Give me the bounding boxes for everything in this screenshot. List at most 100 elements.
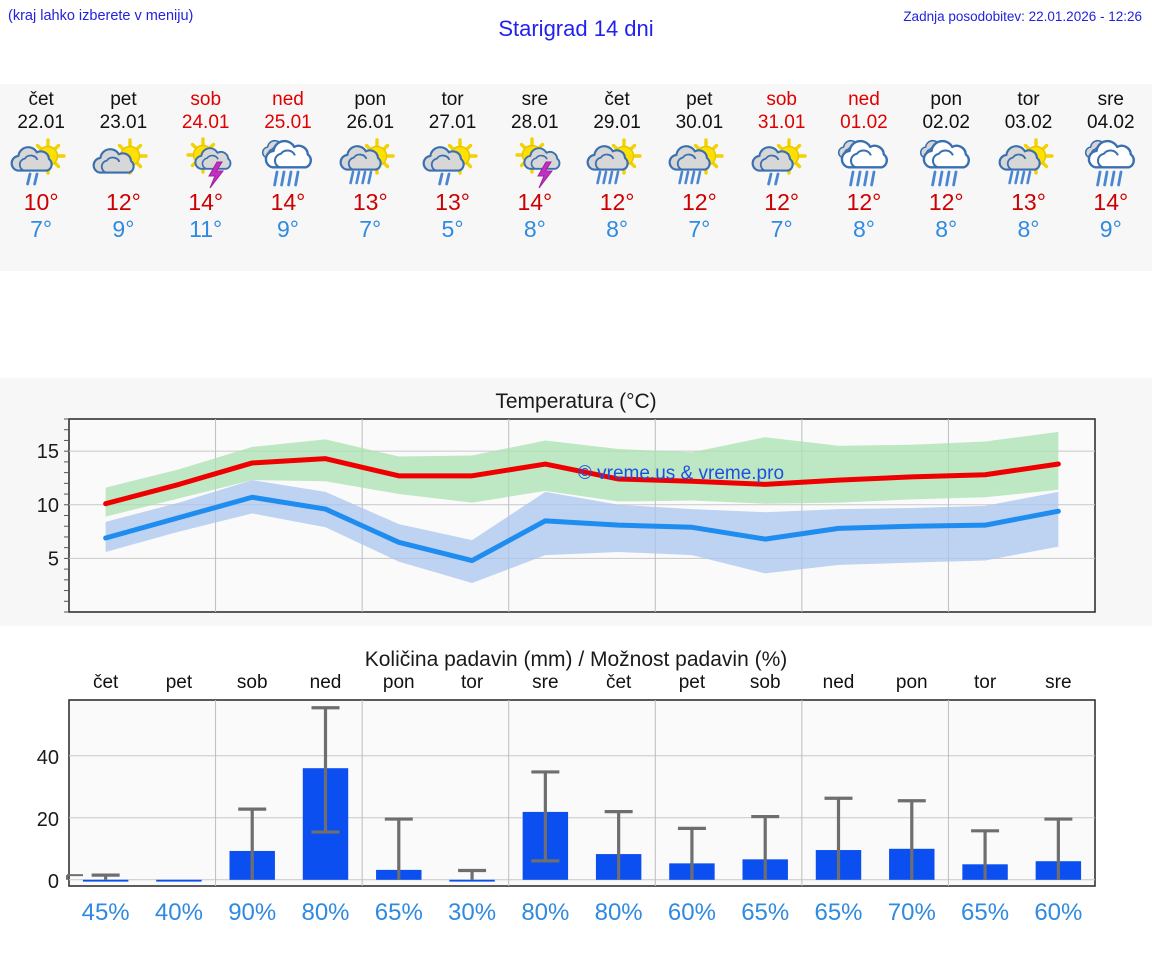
forecast-day-column[interactable]: ned 01.02 12° 8°	[823, 84, 905, 271]
day-min-temp: 7°	[30, 216, 53, 242]
precip-day-label: pet	[166, 672, 193, 693]
precip-probability-label: 30%	[448, 899, 496, 926]
day-min-temp: 8°	[606, 216, 629, 242]
watermark-text: © vreme.us & vreme.pro	[578, 463, 784, 484]
temperature-chart: 5 10 15 © vreme.us & vreme.pro	[37, 418, 1096, 613]
sun-cloud-light-rain-icon	[749, 136, 815, 188]
day-date-label: 04.02	[1087, 112, 1135, 133]
day-min-temp: 8°	[935, 216, 958, 242]
day-date-label: 02.02	[922, 112, 970, 133]
precip-probability-label: 65%	[375, 899, 423, 926]
day-min-temp: 11°	[189, 216, 223, 242]
day-of-week-label: pet	[686, 89, 713, 110]
day-max-temp: 12°	[106, 189, 141, 215]
day-date-label: 26.01	[346, 112, 395, 133]
precip-day-label: ned	[823, 672, 855, 693]
forecast-day-column[interactable]: sre 28.01 14° 8°	[494, 84, 576, 271]
cloud-heavy-rain-icon	[255, 136, 321, 188]
forecast-day-column[interactable]: pon 26.01 13° 7°	[329, 84, 411, 271]
forecast-day-column[interactable]: sob 31.01 12° 7°	[741, 84, 823, 271]
precip-probability-label: 70%	[888, 899, 936, 926]
svg-text:40: 40	[37, 747, 59, 769]
day-date-label: 22.01	[17, 112, 65, 133]
temperature-chart-title: Temperatura (°C)	[495, 390, 657, 413]
day-min-temp: 7°	[688, 216, 711, 242]
day-max-temp: 13°	[1011, 189, 1046, 215]
day-max-temp: 14°	[517, 189, 553, 215]
precip-day-label: sre	[532, 672, 558, 693]
day-max-temp: 12°	[682, 189, 717, 215]
forecast-day-column[interactable]: tor 27.01 13° 5°	[411, 84, 493, 271]
day-min-temp: 8°	[523, 216, 546, 242]
day-max-temp: 14°	[270, 189, 306, 215]
day-of-week-label: pon	[354, 89, 387, 110]
precip-probability-label: 80%	[301, 899, 349, 926]
day-date-label: 27.01	[428, 112, 477, 133]
day-of-week-label: sre	[1097, 89, 1124, 110]
page-header: (kraj lahko izberete v meniju) Starigrad…	[0, 0, 1152, 62]
day-date-label: 25.01	[264, 112, 312, 133]
precipitation-chart-title: Količina padavin (mm) / Možnost padavin …	[364, 648, 788, 671]
precip-probability-label: 90%	[228, 899, 276, 926]
precip-probability-label: 45%	[82, 899, 130, 926]
day-min-temp: 8°	[852, 216, 875, 242]
day-date-label: 03.02	[1004, 112, 1053, 133]
precip-bar	[156, 879, 202, 882]
day-min-temp: 9°	[276, 216, 299, 242]
forecast-day-column[interactable]: tor 03.02 13° 8°	[987, 84, 1069, 271]
sun-cloud-rain-icon	[584, 136, 650, 188]
forecast-day-column[interactable]: sre 04.02 14° 9°	[1070, 84, 1152, 271]
precip-bar	[82, 879, 129, 882]
day-max-temp: 14°	[188, 189, 224, 215]
day-date-label: 23.01	[99, 112, 148, 133]
day-date-label: 31.01	[757, 112, 806, 133]
sun-cloud-thunder-icon	[502, 136, 568, 188]
day-of-week-label: sob	[190, 89, 222, 110]
forecast-day-column[interactable]: pet 23.01 12° 9°	[82, 84, 164, 271]
forecast-day-column[interactable]: pet 30.01 12° 7°	[658, 84, 740, 271]
precip-day-label: sob	[237, 672, 268, 693]
day-date-label: 24.01	[181, 112, 230, 133]
sun-cloud-light-rain-icon	[420, 136, 486, 188]
day-of-week-label: pet	[110, 89, 137, 110]
precip-probability-label: 65%	[961, 899, 1009, 926]
day-max-temp: 12°	[846, 189, 882, 215]
sun-cloud-light-rain-icon	[8, 136, 74, 188]
daily-forecast-strip: čet 22.01 10° 7° pet 23.01 12° 9° sob 24.01 14° 11°…	[0, 84, 1152, 271]
menu-hint-text: (kraj lahko izberete v meniju)	[8, 8, 194, 24]
precip-probability-label: 60%	[1034, 899, 1082, 926]
precip-day-label: čet	[606, 672, 632, 693]
day-max-temp: 13°	[352, 189, 388, 215]
precipitation-chart: čet pet sob ned pon tor sre čet pet sob ned pon tor s…	[37, 672, 1096, 926]
forecast-day-column[interactable]: čet 29.01 12° 8°	[576, 84, 658, 271]
precip-probability-label: 40%	[155, 899, 203, 926]
precip-probability-label: 80%	[595, 899, 643, 926]
cloud-heavy-rain-icon	[913, 136, 979, 188]
day-of-week-label: pon	[930, 89, 963, 110]
day-max-temp: 12°	[928, 189, 964, 215]
precip-probability-label: 65%	[741, 899, 789, 926]
day-min-temp: 7°	[359, 216, 382, 242]
day-min-temp: 9°	[1099, 216, 1122, 242]
day-max-temp: 13°	[435, 189, 470, 215]
forecast-day-column[interactable]: pon 02.02 12° 8°	[905, 84, 987, 271]
day-max-temp: 10°	[23, 189, 59, 215]
day-min-temp: 9°	[112, 216, 135, 242]
day-max-temp: 12°	[599, 189, 635, 215]
precip-bar	[449, 879, 495, 882]
day-of-week-label: sre	[521, 89, 549, 110]
day-of-week-label: sob	[766, 89, 797, 110]
precip-day-label: tor	[461, 672, 484, 693]
svg-text:0: 0	[48, 871, 59, 893]
forecast-day-column[interactable]: čet 22.01 10° 7°	[0, 84, 82, 271]
forecast-day-column[interactable]: sob 24.01 14° 11°	[165, 84, 247, 271]
day-min-temp: 8°	[1017, 216, 1040, 242]
precip-probability-label: 80%	[521, 899, 569, 926]
page-title: Starigrad 14 dni	[498, 16, 654, 41]
day-of-week-label: ned	[272, 89, 304, 110]
precip-probability-label: 65%	[814, 899, 862, 926]
sun-cloud-icon	[90, 136, 156, 188]
forecast-day-column[interactable]: ned 25.01 14° 9°	[247, 84, 329, 271]
sun-cloud-rain-icon	[996, 136, 1062, 188]
day-date-label: 29.01	[593, 112, 641, 133]
